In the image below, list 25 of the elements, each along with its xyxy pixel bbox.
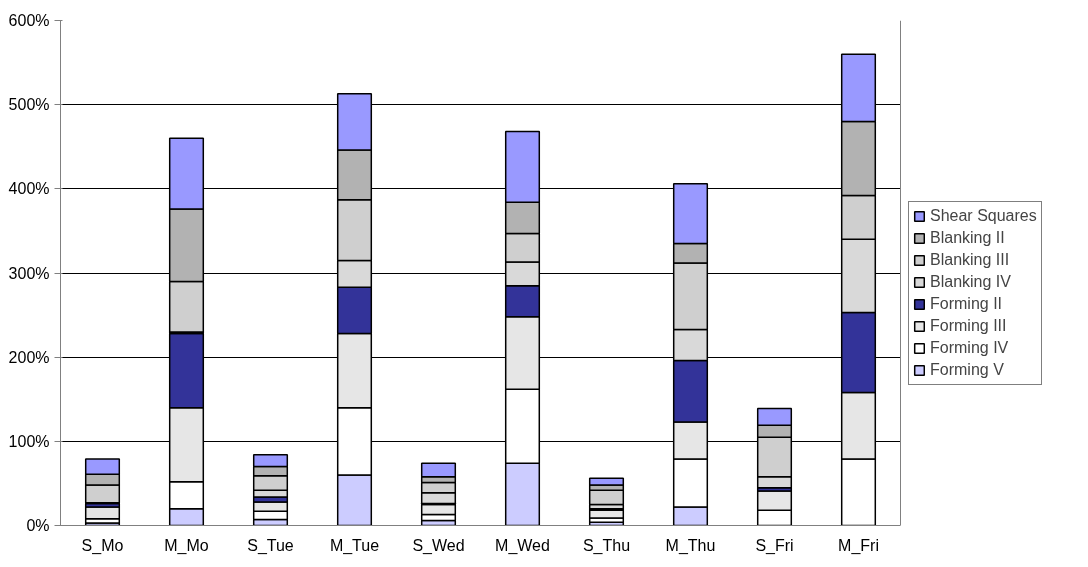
x-tick-label: S_Fri — [755, 536, 794, 555]
y-tick-label: 100% — [8, 432, 50, 450]
y-tick-label: 0% — [26, 517, 50, 534]
y-tick-label: 400% — [8, 180, 50, 198]
y-tick-label: 500% — [8, 96, 50, 114]
x-tick-label: S_Mo — [81, 536, 124, 555]
legend-label: Blanking II — [930, 228, 1005, 248]
y-tick-label: 300% — [8, 264, 50, 282]
legend-label: Blanking III — [930, 250, 1010, 270]
x-tick-label: M_Thu — [665, 536, 716, 555]
y-tick-label: 200% — [8, 348, 50, 366]
legend-label: Forming IV — [930, 338, 1009, 358]
legend-label: Shear Squares — [930, 206, 1037, 226]
legend-label: Forming II — [930, 294, 1003, 314]
legend-label: Forming III — [930, 316, 1007, 336]
x-tick-label: M_Fri — [838, 536, 879, 555]
x-tick-label: S_Thu — [582, 536, 631, 555]
legend-label: Blanking IV — [930, 272, 1011, 292]
x-tick-label: S_Wed — [412, 536, 465, 555]
x-tick-label: M_Wed — [495, 536, 550, 555]
legend-label: Forming V — [930, 360, 1004, 380]
y-tick-label: 600% — [8, 12, 50, 29]
x-tick-label: M_Mo — [164, 536, 209, 555]
x-tick-label: S_Tue — [247, 536, 294, 555]
x-tick-label: M_Tue — [329, 536, 380, 555]
